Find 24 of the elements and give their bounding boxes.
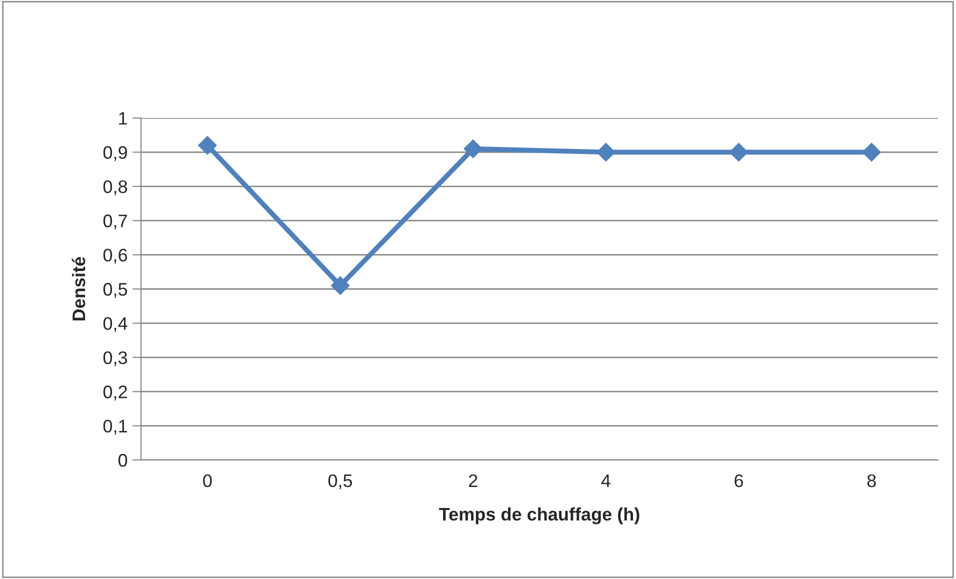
x-tick-label: 0 [203,474,212,488]
point [862,142,881,162]
y-tick-label: 0,6 [103,248,128,264]
y-tick-label: 0,7 [103,214,127,230]
x-tick-label: 6 [734,474,743,488]
point [464,139,482,158]
y-tick-label: 0,1 [103,420,127,435]
x-tick-label: 0,5 [328,474,352,490]
x-tick-label: 8 [867,474,876,488]
y-tick-label: 0,4 [103,317,128,332]
x-axis-title: Temps de chauffage (h) [439,507,640,524]
y-tick-label: 0,3 [103,351,128,366]
y-tick-label: 0,8 [103,180,128,196]
y-tick-label: 0,2 [103,386,127,400]
y-tick-label: 0,5 [103,282,128,298]
x-tick-label: 4 [601,474,610,487]
y-tick-label: 0,9 [103,146,127,162]
point [596,142,616,162]
y-tick-label: 0 [118,454,128,467]
point [330,276,350,295]
y-axis-title: Densité [72,257,86,320]
point [198,136,217,155]
y-tick-label: 1 [119,112,127,125]
x-tick-label: 2 [468,474,478,487]
